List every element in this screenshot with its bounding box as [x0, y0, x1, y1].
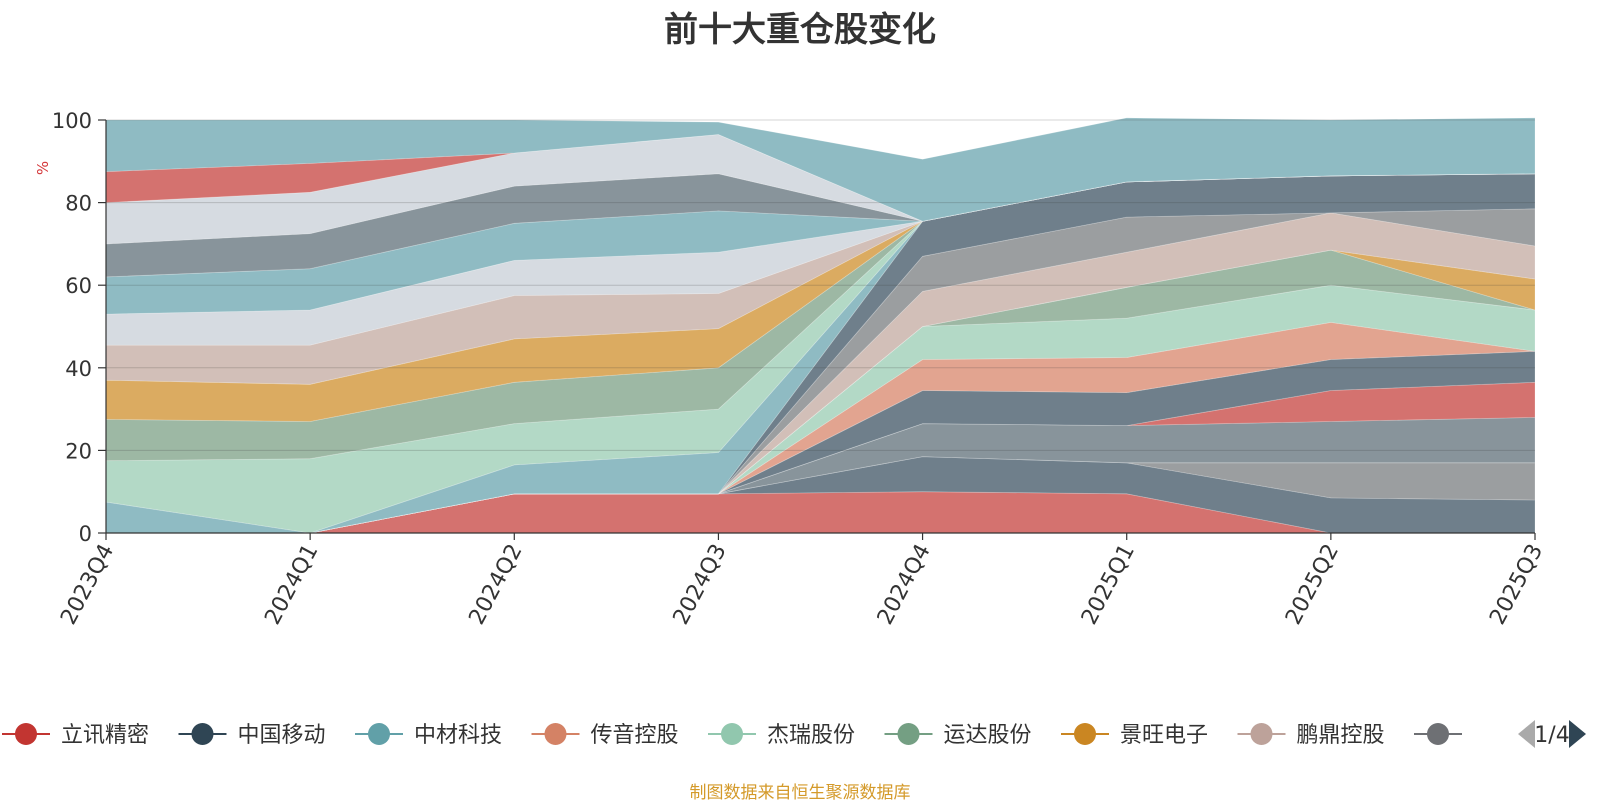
legend-item[interactable]: 运达股份 [884, 723, 1032, 748]
legend-item[interactable]: 立讯精密 [2, 723, 149, 748]
data-source-note: 制图数据来自恒生聚源数据库 [689, 783, 911, 803]
x-tick-label: 2023Q4 [56, 540, 119, 629]
legend-item[interactable]: 中国移动 [178, 723, 326, 748]
x-tick-label: 2025Q3 [1485, 540, 1548, 629]
y-tick-label: 20 [65, 439, 92, 463]
legend-item[interactable]: 传音控股 [531, 723, 679, 748]
area-bands [105, 117, 1536, 534]
legend-label: 立讯精密 [61, 723, 149, 748]
legend-item[interactable]: 景旺电子 [1061, 723, 1208, 748]
legend-marker [1074, 723, 1096, 745]
y-tick-label: 80 [65, 192, 92, 216]
legend-label: 杰瑞股份 [767, 723, 855, 748]
y-axis-unit: % [34, 161, 52, 175]
legend-label: 传音控股 [591, 723, 679, 748]
chart-title: 前十大重仓股变化 [664, 10, 936, 50]
x-tick-label: 2024Q3 [669, 540, 732, 629]
legend-item[interactable]: 中材科技 [355, 723, 502, 748]
legend-marker [897, 723, 920, 745]
legend-item[interactable]: 杰瑞股份 [708, 723, 855, 748]
legend-next-page-icon[interactable] [1569, 720, 1586, 748]
legend-marker [1427, 723, 1449, 745]
legend-marker [1250, 723, 1273, 745]
x-tick-label: 2025Q1 [1077, 540, 1140, 629]
legend-label: 运达股份 [944, 723, 1032, 748]
legend-item[interactable]: 鹏鼎控股 [1237, 723, 1385, 748]
x-tick-label: 2024Q4 [873, 540, 936, 629]
legend: 立讯精密 中国移动 中材科技 传音控股 杰瑞股份 运达股份 景旺电子 鹏鼎控股 1/4 [2, 720, 1586, 748]
legend-label: 鹏鼎控股 [1297, 723, 1385, 748]
legend-label: 景旺电子 [1120, 723, 1208, 748]
y-tick-label: 60 [65, 274, 92, 298]
legend-marker [15, 723, 37, 745]
grid-lines [106, 119, 1535, 451]
x-tick-label: 2024Q2 [465, 540, 528, 629]
legend-prev-page-icon[interactable] [1518, 720, 1535, 748]
legend-marker [544, 723, 567, 745]
x-tick-label: 2024Q1 [260, 540, 323, 629]
legend-marker [721, 723, 743, 745]
y-tick-label: 40 [65, 357, 92, 381]
legend-label: 中国移动 [238, 723, 326, 748]
area-band-23 [105, 117, 1536, 222]
legend-item[interactable] [1414, 723, 1462, 745]
legend-label: 中材科技 [414, 723, 502, 748]
y-tick-label: 0 [79, 522, 92, 546]
y-tick-label: 100 [52, 109, 92, 133]
legend-marker [191, 723, 214, 745]
legend-marker [368, 723, 390, 745]
x-tick-label: 2025Q2 [1281, 540, 1344, 629]
legend-page-indicator: 1/4 [1534, 723, 1569, 748]
